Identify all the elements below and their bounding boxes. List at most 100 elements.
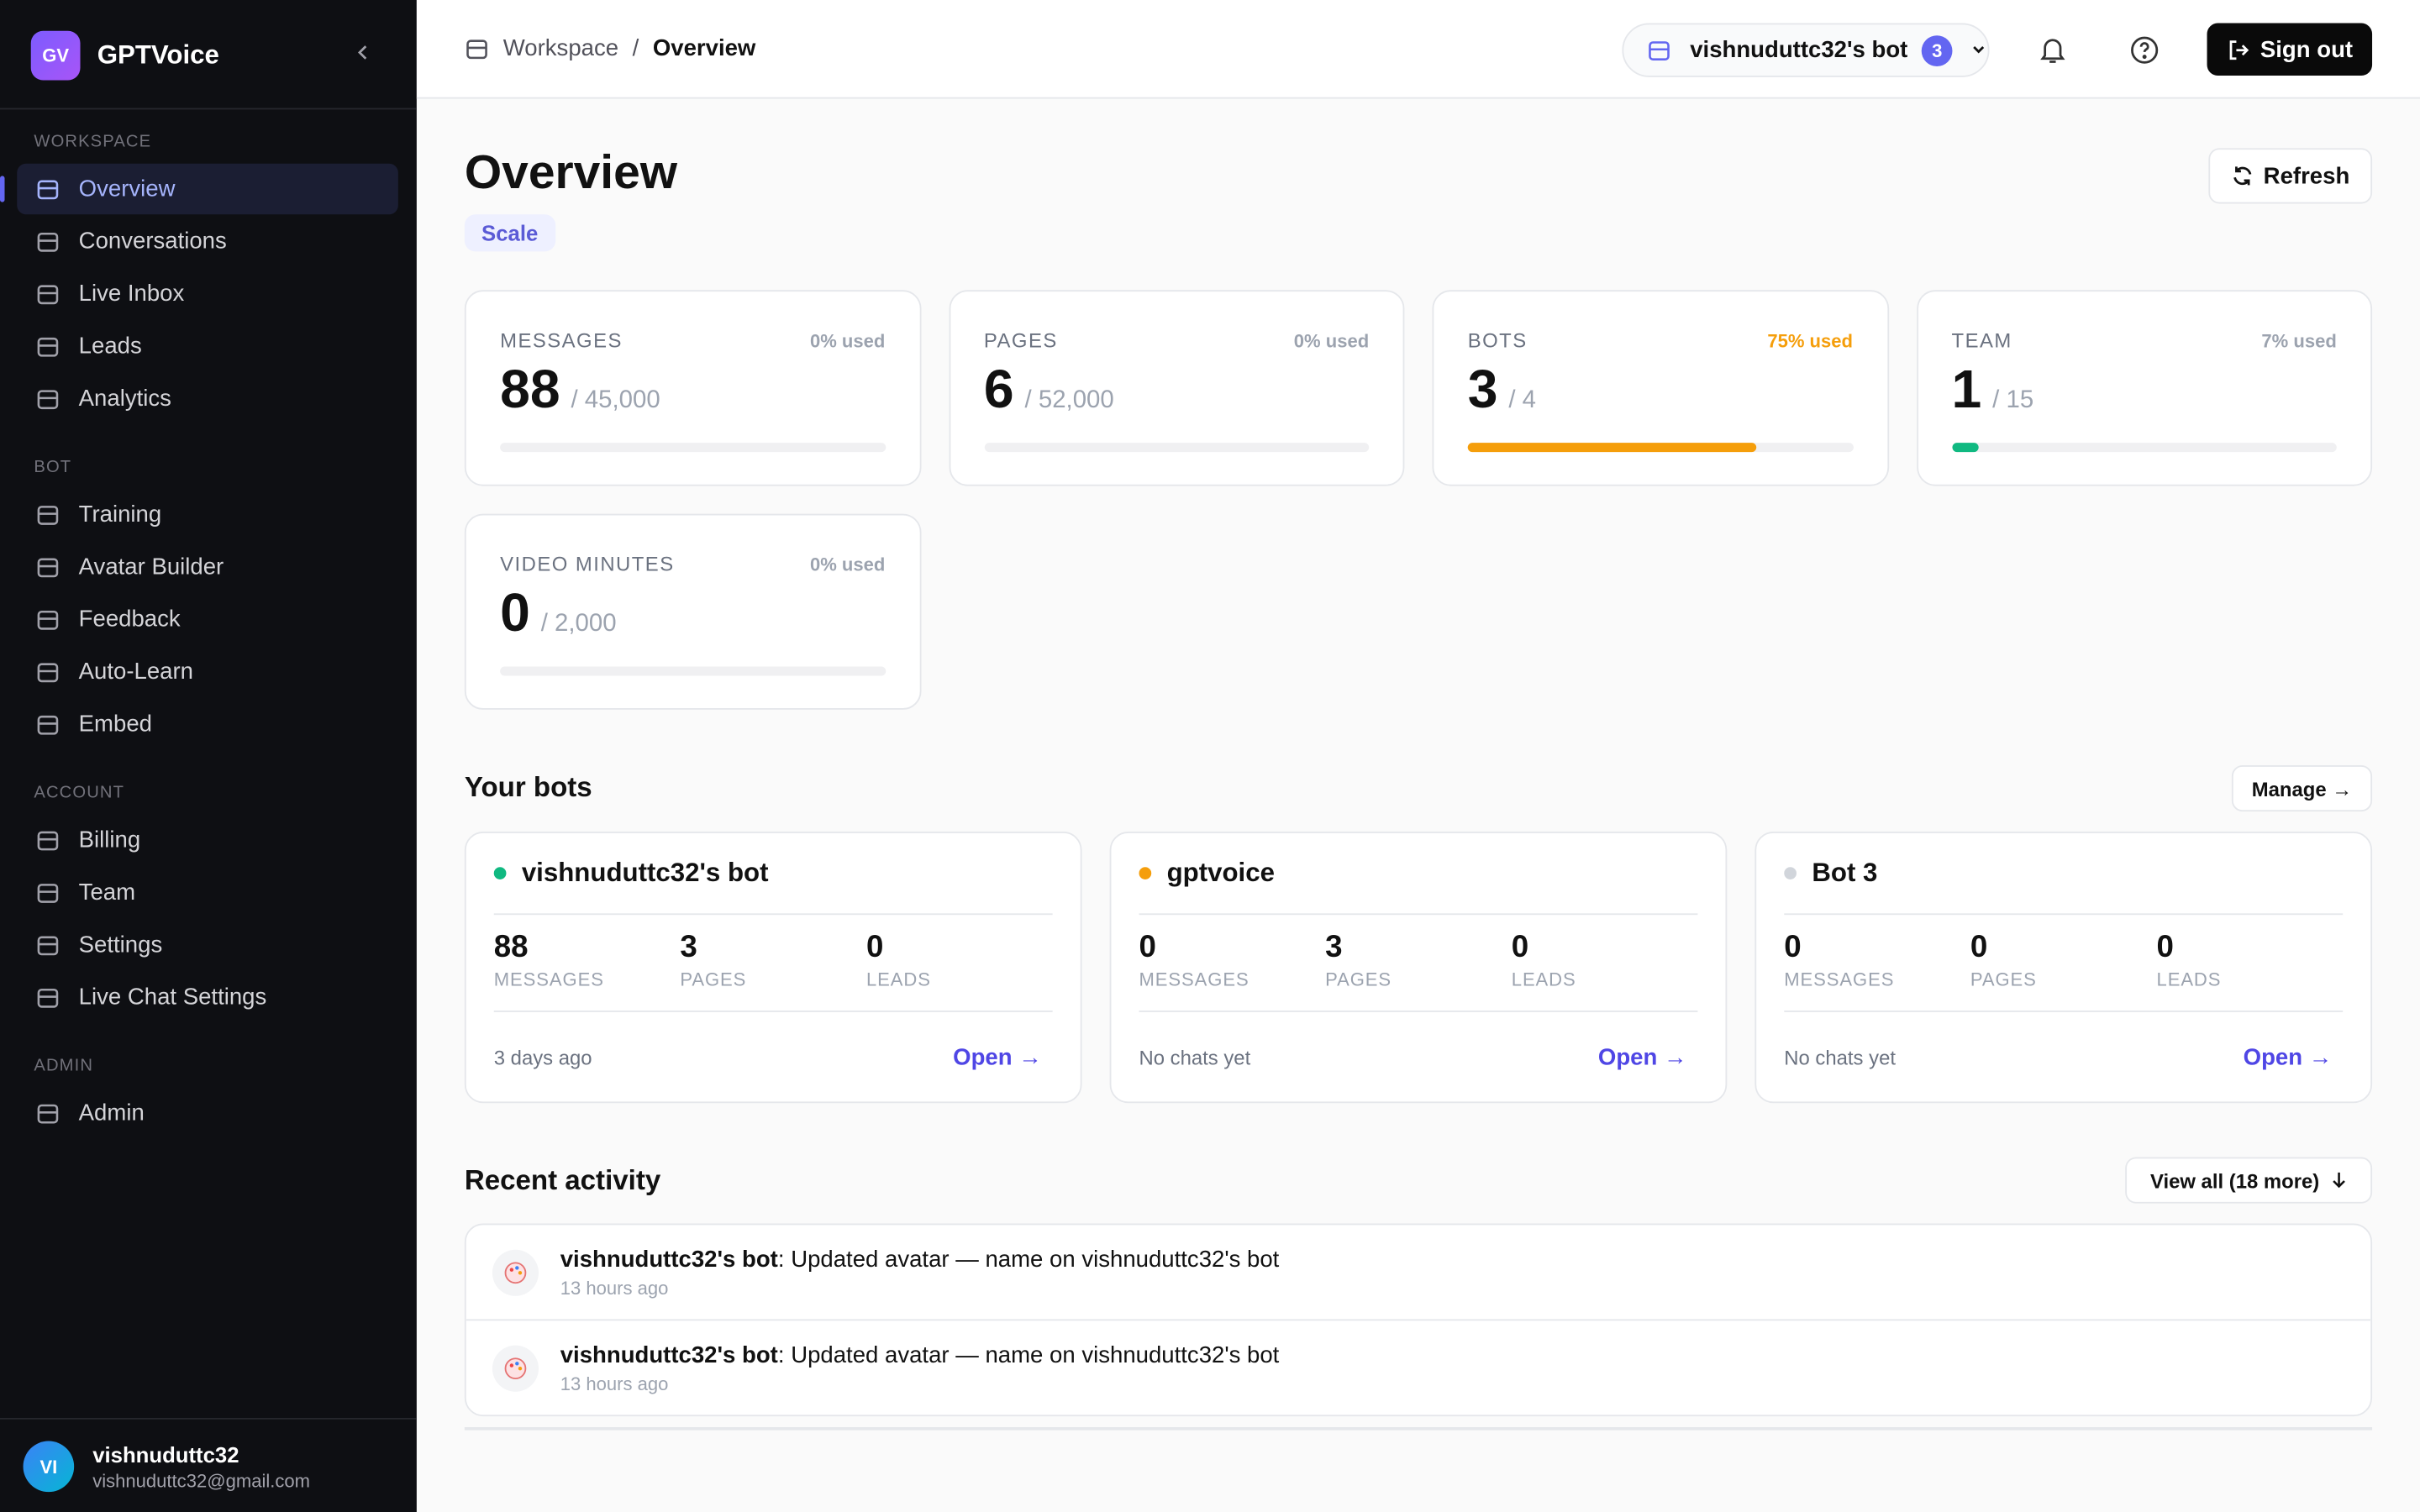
usage-limit: / 52,000: [1024, 387, 1114, 414]
nav-label: Feedback: [78, 606, 181, 633]
plan-badge: Scale: [464, 214, 555, 252]
usage-card: BOTS 75% used 3 / 4: [1432, 290, 1889, 486]
help[interactable]: [2130, 35, 2160, 72]
manage-button[interactable]: Manage →: [2231, 765, 2373, 812]
view-all-label: View all (18 more): [2149, 1168, 2320, 1192]
icon: [37, 988, 59, 1007]
usage-card: MESSAGES 0% used 88 / 45,000: [464, 290, 921, 486]
usage-card: TEAM 7% used 1 / 15: [1916, 290, 2373, 486]
nav-label: Live Inbox: [78, 281, 185, 307]
brand-name: GPTVoice: [97, 39, 219, 70]
open-link[interactable]: Open →: [953, 1043, 1042, 1070]
nav-item[interactable]: Live Chat Settings: [17, 972, 398, 1023]
nav-item[interactable]: Overview: [0, 163, 398, 215]
bot-selector[interactable]: vishnuduttc32's bot 3: [1622, 23, 1990, 77]
nav-item[interactable]: Team: [17, 867, 398, 918]
avatar: VI: [23, 1441, 75, 1493]
section-title: WORKSPACE: [34, 132, 152, 152]
nav-item[interactable]: Analytics: [17, 373, 398, 424]
nav-item[interactable]: Auto-Learn: [17, 647, 398, 698]
open-link[interactable]: Open →: [1597, 1043, 1687, 1070]
activity-text: vishnuduttc32's bot: Updated avatar — na…: [560, 1341, 1280, 1394]
usage-value: 88 / 45,000: [500, 360, 660, 421]
status-dot: [1139, 867, 1152, 879]
help-icon: [2131, 36, 2159, 64]
user-text: vishnuduttc32 vishnuduttc32@gmail.com: [92, 1441, 310, 1491]
nav-item[interactable]: Embed: [17, 699, 398, 750]
status-dot: [1784, 867, 1797, 879]
nav-item[interactable]: Avatar Builder: [17, 542, 398, 593]
nav-item[interactable]: Leads: [17, 321, 398, 372]
progress-track: [500, 666, 886, 676]
stat-label: PAGES: [680, 969, 747, 991]
nav-label: Billing: [78, 827, 141, 853]
usage-value: 3 / 4: [1468, 360, 1536, 421]
icon: [37, 505, 59, 524]
bot-stat: 0 MESSAGES: [1139, 931, 1326, 1011]
main: Workspace / Overview vishnuduttc32's bot 3 Si…: [416, 0, 2420, 1512]
usage-label: TEAM: [1951, 328, 2012, 352]
stat-label: PAGES: [1970, 969, 2037, 991]
icon: [1649, 40, 1670, 60]
refresh-label: Refresh: [2263, 162, 2350, 190]
stat-label: MESSAGES: [1139, 969, 1249, 991]
usage-card: VIDEO MINUTES 0% used 0 / 2,000: [464, 513, 921, 710]
dropdown-chevron: [1971, 37, 1986, 63]
nav-item[interactable]: Billing: [17, 815, 398, 866]
activity-time: 13 hours ago: [560, 1372, 669, 1394]
collapse-button[interactable]: [354, 42, 372, 66]
nav-item[interactable]: Live Inbox: [17, 269, 398, 320]
nav-item[interactable]: Feedback: [17, 594, 398, 645]
chevron: [1973, 46, 1985, 54]
nav-item[interactable]: Conversations: [17, 216, 398, 267]
bot-header: Bot 3: [1784, 833, 2344, 916]
usage-percent: 0% used: [1293, 330, 1370, 352]
sidebar: GV GPTVoice WORKSPACE Overview Conversations…: [0, 0, 417, 1512]
usage-number: 1: [1951, 359, 1982, 420]
bot-stat: 3 PAGES: [680, 931, 866, 1011]
bot-stats: 0 MESSAGES 0 PAGES 0 LEADS: [1784, 915, 2344, 1012]
activity-icon: [492, 1344, 539, 1391]
icon: [37, 389, 59, 409]
icon: [37, 935, 59, 955]
usage-percent: 7% used: [2261, 330, 2337, 352]
open-link[interactable]: Open →: [2243, 1043, 2333, 1070]
breadcrumb-item[interactable]: Workspace: [502, 35, 619, 62]
bot-header: vishnuduttc32's bot: [493, 833, 1053, 916]
refresh-button[interactable]: Refresh: [2208, 148, 2373, 204]
bot-stat: 0 MESSAGES: [1784, 931, 1970, 1011]
activity-bot: vishnuduttc32's bot: [560, 1246, 778, 1273]
activity-row: vishnuduttc32's bot: Updated avatar — na…: [466, 1319, 2371, 1415]
bot-card: Bot 3 0 MESSAGES 0 PAGES 0 LEADS No chats yet Op…: [1754, 832, 2373, 1104]
bot-name: gptvoice: [1166, 858, 1275, 888]
icon: [37, 336, 59, 356]
notifications[interactable]: [2039, 35, 2066, 72]
activity-desc: : Updated avatar — name on vishnuduttc32…: [777, 1341, 1280, 1368]
nav-item[interactable]: Training: [17, 489, 398, 540]
stat-label: LEADS: [866, 969, 931, 991]
sign-out-label: Sign out: [2260, 36, 2354, 63]
usage-number: 6: [983, 359, 1014, 420]
stat-value: 0: [2156, 930, 2174, 964]
usage-number: 88: [500, 359, 560, 420]
nav-item[interactable]: Settings: [17, 920, 398, 971]
sign-out-button[interactable]: Sign out: [2207, 23, 2373, 76]
nav-label: Avatar Builder: [78, 554, 224, 580]
nav-item[interactable]: Admin: [17, 1088, 398, 1139]
stat-value: 0: [866, 930, 884, 964]
stat-label: MESSAGES: [493, 969, 604, 991]
progress-bar: [1467, 443, 1757, 453]
progress-bar: [1951, 443, 1979, 453]
stat-value: 3: [680, 930, 697, 964]
brand: GV GPTVoice: [30, 30, 219, 81]
stat-value: 0: [1511, 930, 1529, 964]
progress-track: [1467, 443, 1854, 453]
usage-grid: MESSAGES 0% used 88 / 45,000 PAGES 0% used 6 / …: [464, 290, 2373, 710]
user[interactable]: VI vishnuduttc32 vishnuduttc32@gmail.com: [23, 1441, 310, 1493]
icon: [37, 714, 59, 734]
activity-time: 13 hours ago: [560, 1276, 669, 1299]
icon: [466, 39, 487, 59]
view-all-button[interactable]: View all (18 more): [2125, 1157, 2373, 1204]
bot-stat: 0 PAGES: [1970, 931, 2157, 1011]
